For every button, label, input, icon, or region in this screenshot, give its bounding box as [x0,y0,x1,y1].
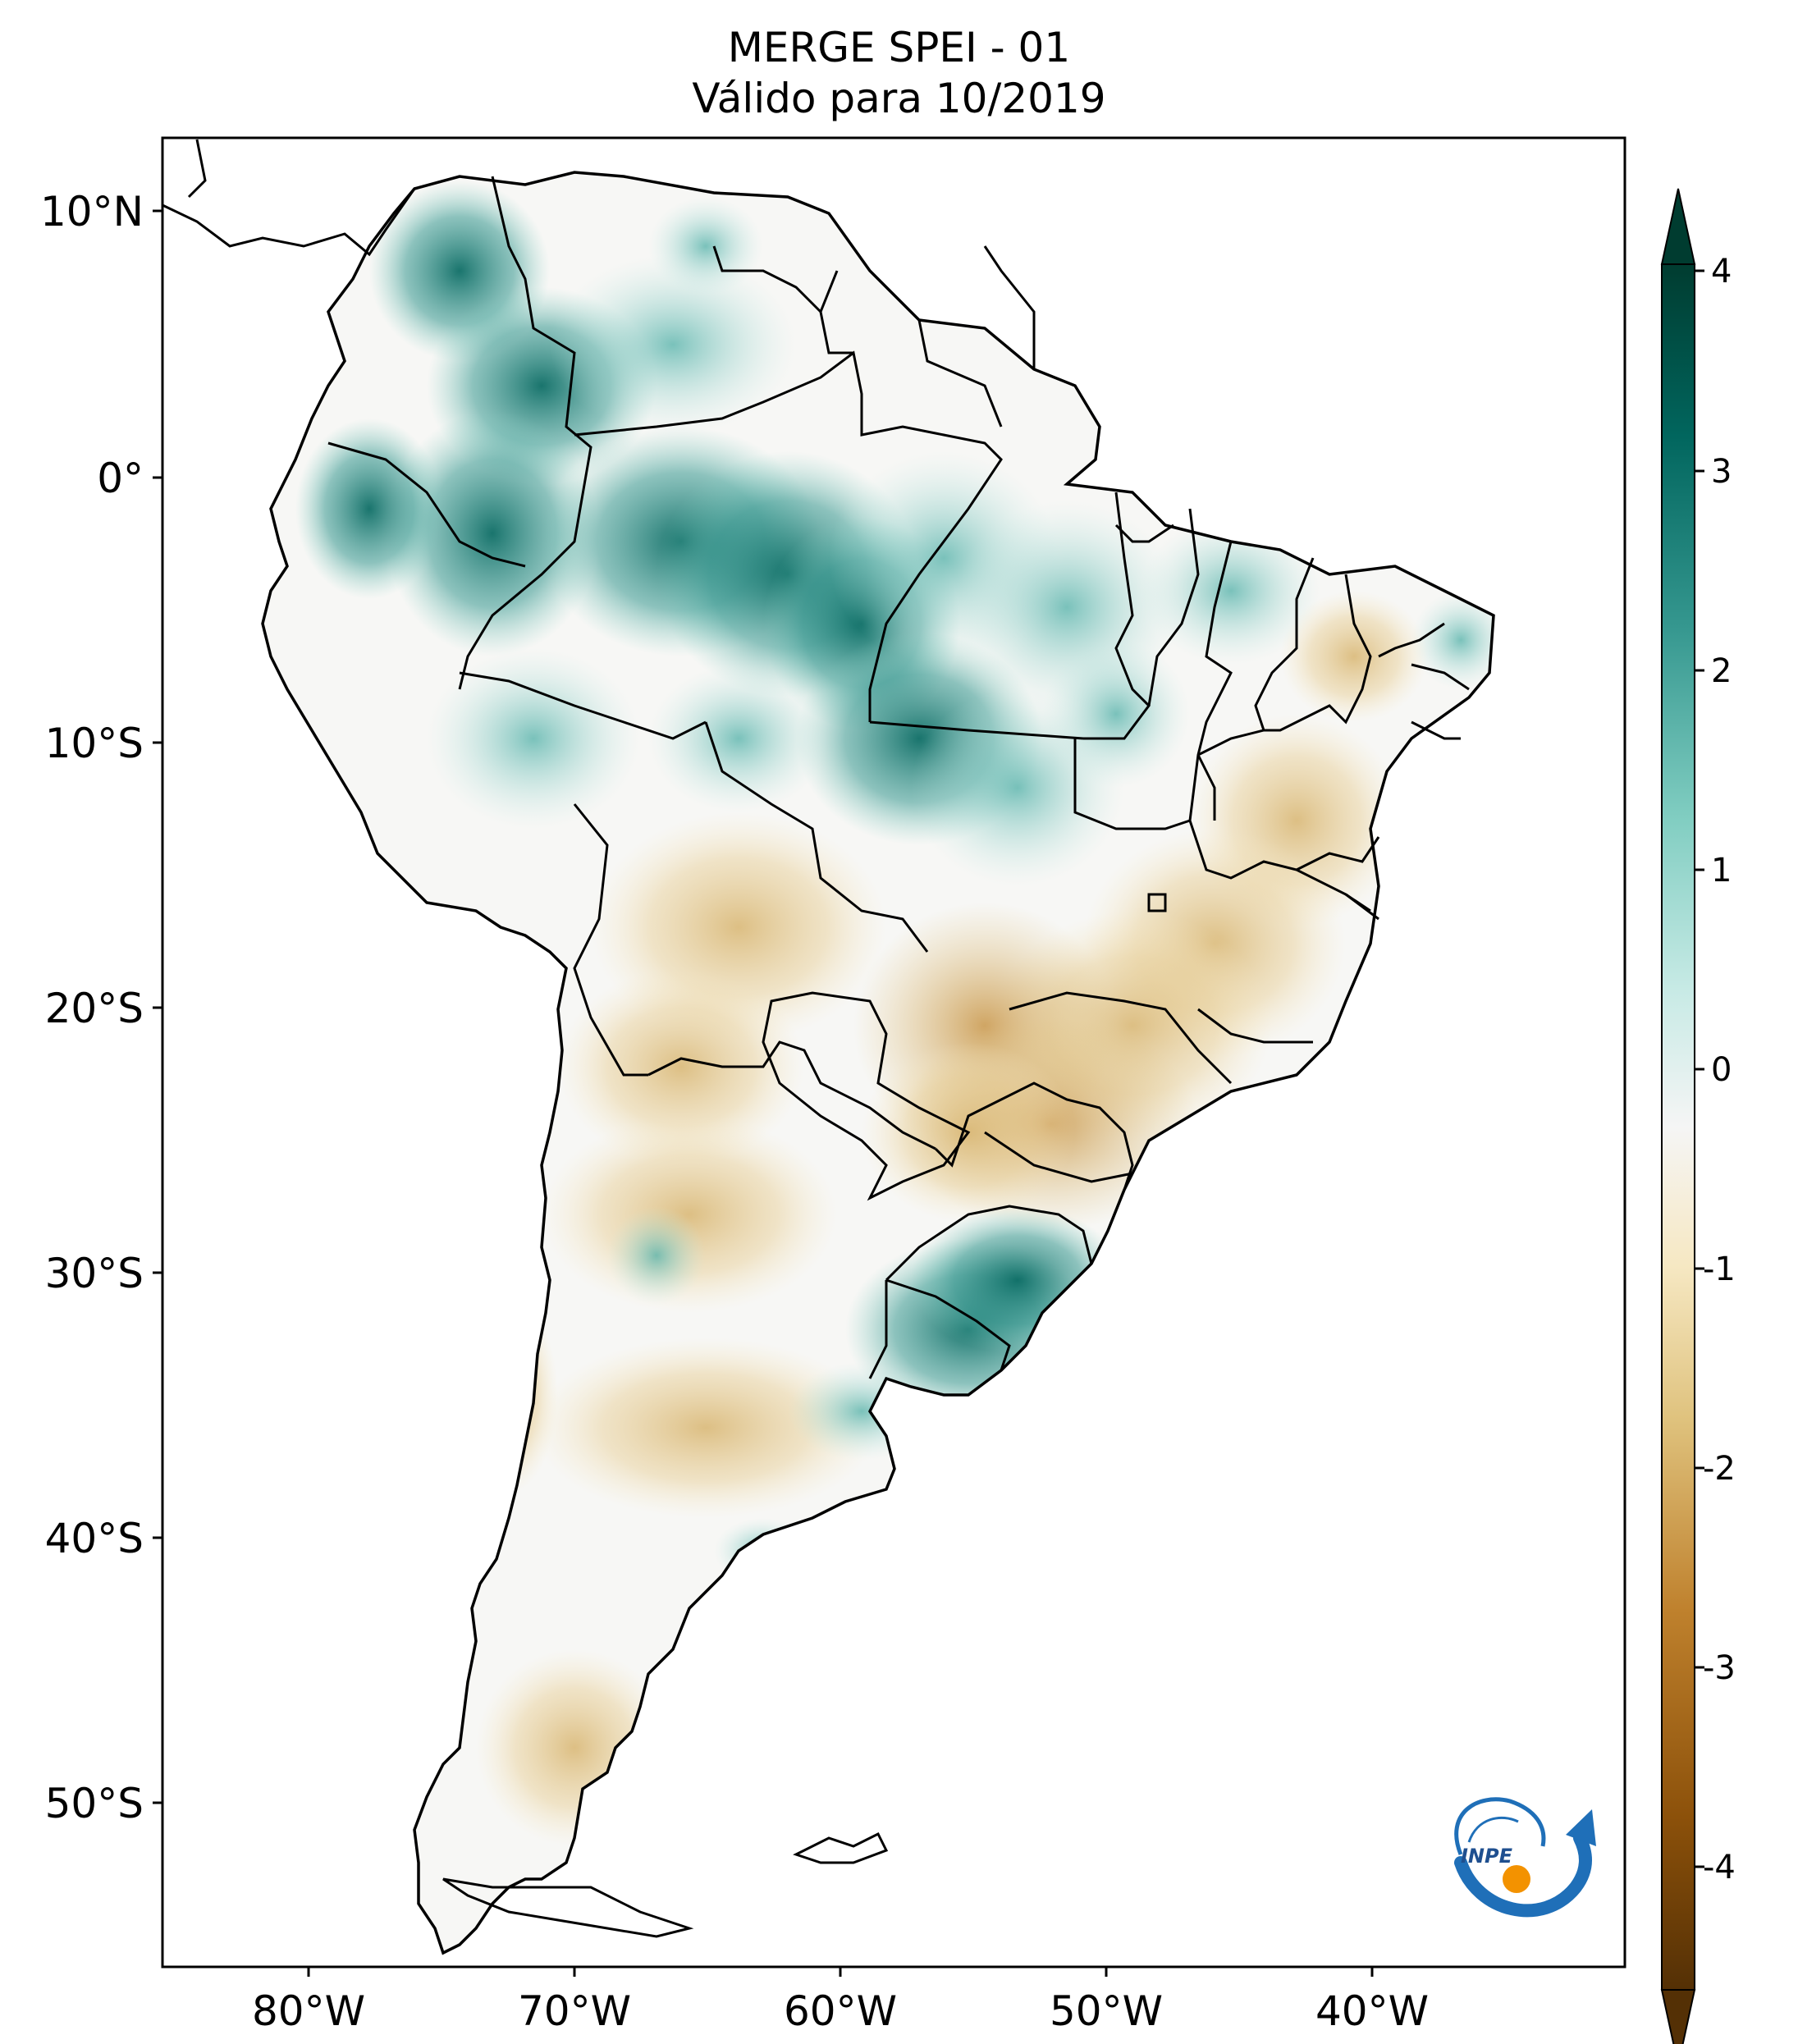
inpe-logo: INPE [1454,1797,1596,1918]
colorbar: 4 3 2 1 0 -1 -2 -3 -4 [1660,188,1736,2044]
colorbar-tick-marks [1695,269,1704,1868]
cb-label-1: 1 [1711,852,1732,889]
tierra-del-fuego-outline [442,1877,694,1938]
colorbar-body [1662,264,1695,1990]
plot-frame [161,136,1626,1969]
lon-label-80w: 80°W [252,1987,365,2035]
lat-label-0: 0° [97,455,144,502]
cb-label-0: 0 [1711,1051,1732,1089]
lon-tick-marks [307,1967,1374,1977]
logo-orange-dot [1503,1865,1530,1893]
cb-label-neg1: -1 [1703,1251,1736,1288]
lon-label-40w: 40°W [1315,1987,1429,2035]
political-borders [327,176,1470,1379]
falklands-outline [793,1831,889,1864]
cb-label-neg3: -3 [1703,1649,1736,1687]
central-america-outline [162,188,416,257]
logo-text: INPE [1461,1845,1513,1868]
cb-label-neg2: -2 [1703,1450,1736,1488]
lat-label-50s: 50°S [45,1780,144,1827]
cb-label-3: 3 [1711,453,1732,491]
cb-label-4: 4 [1711,253,1732,290]
lon-label-60w: 60°W [784,1987,897,2035]
colorbar-extend-top [1660,188,1696,265]
lat-label-20s: 20°S [45,985,144,1032]
lat-label-40s: 40°S [45,1515,144,1562]
lat-tick-marks [153,209,162,1804]
title-line-1: MERGE SPEI - 01 [727,24,1071,71]
cb-label-neg4: -4 [1703,1849,1736,1886]
lat-label-10s: 10°S [45,720,144,767]
cb-label-2: 2 [1711,652,1732,690]
lon-label-70w: 70°W [518,1987,631,2035]
lat-label-10n: 10°N [40,188,144,235]
lat-label-30s: 30°S [45,1250,144,1297]
title-line-2: Válido para 10/2019 [692,75,1106,122]
colorbar-extend-bottom [1660,1989,1696,2044]
lon-label-50w: 50°W [1050,1987,1163,2035]
continent-outline [261,171,1495,1955]
